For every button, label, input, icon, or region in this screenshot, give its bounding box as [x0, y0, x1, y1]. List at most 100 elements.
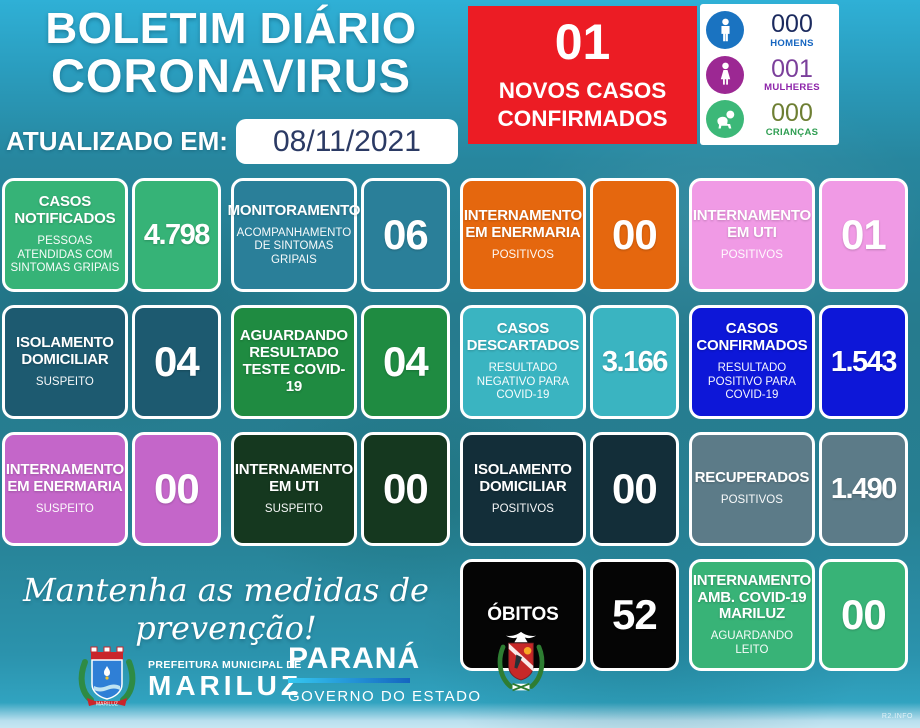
- stat-card-internamento-uti-suspeito: INTERNAMENTO EM UTI SUSPEITO 00: [231, 432, 450, 546]
- card-title: ÓBITOS: [487, 604, 559, 626]
- homens-count: 000: [771, 10, 813, 39]
- card-label: ISOLAMENTO DOMICILIAR SUSPEITO: [2, 305, 128, 419]
- stat-card-internamento-amb-covid: INTERNAMENTO AMB. COVID-19 MARILUZ AGUAR…: [689, 559, 908, 671]
- card-title: CASOS CONFIRMADOS: [696, 320, 808, 355]
- card-subtitle: POSITIVOS: [720, 494, 783, 507]
- demographics-row-criancas: 000 CRIANÇAS: [706, 97, 833, 141]
- baby-icon: [706, 100, 744, 138]
- card-subtitle: PESSOAS ATENDIDAS COM SINTOMAS GRIPAIS: [10, 234, 120, 275]
- parana-subtitle: GOVERNO DO ESTADO: [288, 688, 482, 705]
- updated-row: ATUALIZADO EM: 08/11/2021: [6, 119, 458, 164]
- demographics-values: 000 CRIANÇAS: [751, 100, 833, 138]
- card-subtitle: ACOMPANHAMENTO DE SINTOMAS GRIPAIS: [236, 226, 352, 266]
- card-title: RECUPERADOS: [694, 469, 810, 487]
- stats-grid: CASOS NOTIFICADOS PESSOAS ATENDIDAS COM …: [2, 178, 908, 671]
- parana-accent-bar: [288, 678, 410, 683]
- card-subtitle: POSITIVOS: [491, 248, 554, 261]
- card-label: AGUARDANDO RESULTADO TESTE COVID-19: [231, 305, 357, 419]
- card-title: ISOLAMENTO DOMICILIAR: [474, 460, 572, 495]
- stat-card-obitos: ÓBITOS 52: [460, 559, 679, 671]
- parana-logo-text: PARANÁ GOVERNO DO ESTADO: [288, 644, 482, 705]
- card-label: INTERNAMENTO EM ENERMARIA SUSPEITO: [2, 432, 128, 546]
- mariluz-line2: MARILUZ: [148, 670, 302, 702]
- card-label: CASOS NOTIFICADOS PESSOAS ATENDIDAS COM …: [2, 178, 128, 292]
- card-value: 1.543: [818, 305, 908, 419]
- man-icon: [706, 11, 744, 49]
- card-title: AGUARDANDO RESULTADO TESTE COVID-19: [239, 327, 348, 395]
- stat-card-casos-descartados: CASOS DESCARTADOS RESULTADO NEGATIVO PAR…: [460, 305, 679, 419]
- prevention-message: Mantenha as medidas de prevenção!: [23, 571, 429, 647]
- stat-card-internamento-enfermaria-suspeito: INTERNAMENTO EM ENERMARIA SUSPEITO 00: [2, 432, 221, 546]
- card-title: CASOS NOTIFICADOS: [14, 193, 116, 228]
- title-line2: CORONAVIRUS: [50, 48, 412, 102]
- card-label: INTERNAMENTO EM UTI POSITIVOS: [689, 178, 815, 292]
- card-value: 00: [589, 432, 679, 546]
- demographics-row-mulheres: 001 MULHERES: [706, 53, 833, 97]
- woman-icon: [706, 55, 744, 94]
- card-value: 4.798: [131, 178, 221, 292]
- page-title: BOLETIM DIÁRIO CORONAVIRUS: [0, 6, 462, 101]
- card-title: ISOLAMENTO DOMICILIAR: [16, 333, 114, 368]
- card-value: 04: [360, 305, 450, 419]
- card-value: 1.490: [818, 432, 908, 546]
- card-label: INTERNAMENTO EM UTI SUSPEITO: [231, 432, 357, 546]
- card-value: 06: [360, 178, 450, 292]
- card-title: INTERNAMENTO EM UTI: [692, 206, 811, 241]
- card-title: INTERNAMENTO AMB. COVID-19 MARILUZ: [692, 571, 811, 623]
- card-value: 04: [131, 305, 221, 419]
- card-title: MONITORAMENTO: [227, 201, 361, 219]
- stat-card-internamento-enfermaria-positivos: INTERNAMENTO EM ENERMARIA POSITIVOS 00: [460, 178, 679, 292]
- card-subtitle: SUSPEITO: [35, 502, 94, 515]
- card-value: 01: [818, 178, 908, 292]
- stat-card-aguardando-resultado: AGUARDANDO RESULTADO TESTE COVID-19 04: [231, 305, 450, 419]
- card-value: 00: [131, 432, 221, 546]
- mariluz-logo: MARILUZ PREFEITURA MUNICIPAL DE MARILUZ: [76, 642, 302, 719]
- demographics-panel: 000 HOMENS 001 MULHERES 000 CRIANÇAS: [700, 4, 839, 145]
- parana-name: PARANÁ: [288, 642, 421, 675]
- mariluz-line1: PREFEITURA MUNICIPAL DE: [148, 659, 302, 672]
- new-cases-panel: 01 NOVOS CASOS CONFIRMADOS: [468, 6, 697, 144]
- title-line1: BOLETIM DIÁRIO: [45, 4, 417, 53]
- parana-logo: PARANÁ GOVERNO DO ESTADO: [288, 631, 550, 705]
- card-subtitle: SUSPEITO: [35, 375, 94, 388]
- stat-card-internamento-uti-positivos: INTERNAMENTO EM UTI POSITIVOS 01: [689, 178, 908, 292]
- updated-date-box: 08/11/2021: [235, 119, 458, 164]
- card-value: 00: [589, 178, 679, 292]
- card-title: INTERNAMENTO EM ENERMARIA: [463, 206, 582, 241]
- card-subtitle: POSITIVOS: [720, 248, 783, 261]
- stat-card-recuperados: RECUPERADOS POSITIVOS 1.490: [689, 432, 908, 546]
- parana-coat-of-arms-icon: [492, 631, 550, 701]
- card-value: 00: [360, 432, 450, 546]
- card-value: 52: [589, 559, 679, 671]
- demographics-row-homens: 000 HOMENS: [706, 8, 833, 52]
- stat-card-isolamento-domiciliar-positivos: ISOLAMENTO DOMICILIAR POSITIVOS 00: [460, 432, 679, 546]
- homens-label: HOMENS: [770, 37, 814, 49]
- card-subtitle: SUSPEITO: [264, 502, 323, 515]
- svg-text:MARILUZ: MARILUZ: [96, 702, 118, 708]
- card-title: CASOS DESCARTADOS: [466, 320, 580, 355]
- mulheres-count: 001: [771, 54, 813, 83]
- card-label: CASOS DESCARTADOS RESULTADO NEGATIVO PAR…: [460, 305, 586, 419]
- mulheres-label: MULHERES: [764, 82, 820, 94]
- mariluz-coat-of-arms-icon: MARILUZ: [76, 642, 138, 719]
- watermark: R2.INFO: [881, 713, 913, 720]
- demographics-values: 000 HOMENS: [751, 10, 833, 49]
- new-cases-value: 01: [554, 13, 611, 70]
- stat-card-isolamento-domiciliar-suspeito: ISOLAMENTO DOMICILIAR SUSPEITO 04: [2, 305, 221, 419]
- criancas-label: CRIANÇAS: [765, 126, 819, 138]
- card-label: ISOLAMENTO DOMICILIAR POSITIVOS: [460, 432, 586, 546]
- card-subtitle: POSITIVOS: [491, 502, 554, 515]
- card-subtitle: RESULTADO NEGATIVO PARA COVID-19: [476, 361, 570, 402]
- new-cases-label-line2: CONFIRMADOS: [497, 106, 668, 131]
- card-label: RECUPERADOS POSITIVOS: [689, 432, 815, 546]
- updated-label: ATUALIZADO EM:: [6, 126, 228, 156]
- stat-card-casos-notificados: CASOS NOTIFICADOS PESSOAS ATENDIDAS COM …: [2, 178, 221, 292]
- card-label: INTERNAMENTO AMB. COVID-19 MARILUZ AGUAR…: [689, 559, 815, 671]
- card-title: INTERNAMENTO EM UTI: [234, 460, 353, 495]
- card-label: CASOS CONFIRMADOS RESULTADO POSITIVO PAR…: [689, 305, 815, 419]
- card-subtitle: RESULTADO POSITIVO PARA COVID-19: [707, 361, 796, 402]
- stat-card-monitoramento: MONITORAMENTO ACOMPANHAMENTO DE SINTOMAS…: [228, 178, 450, 292]
- card-label: MONITORAMENTO ACOMPANHAMENTO DE SINTOMAS…: [228, 178, 360, 292]
- card-subtitle: AGUARDANDO LEITO: [710, 630, 794, 656]
